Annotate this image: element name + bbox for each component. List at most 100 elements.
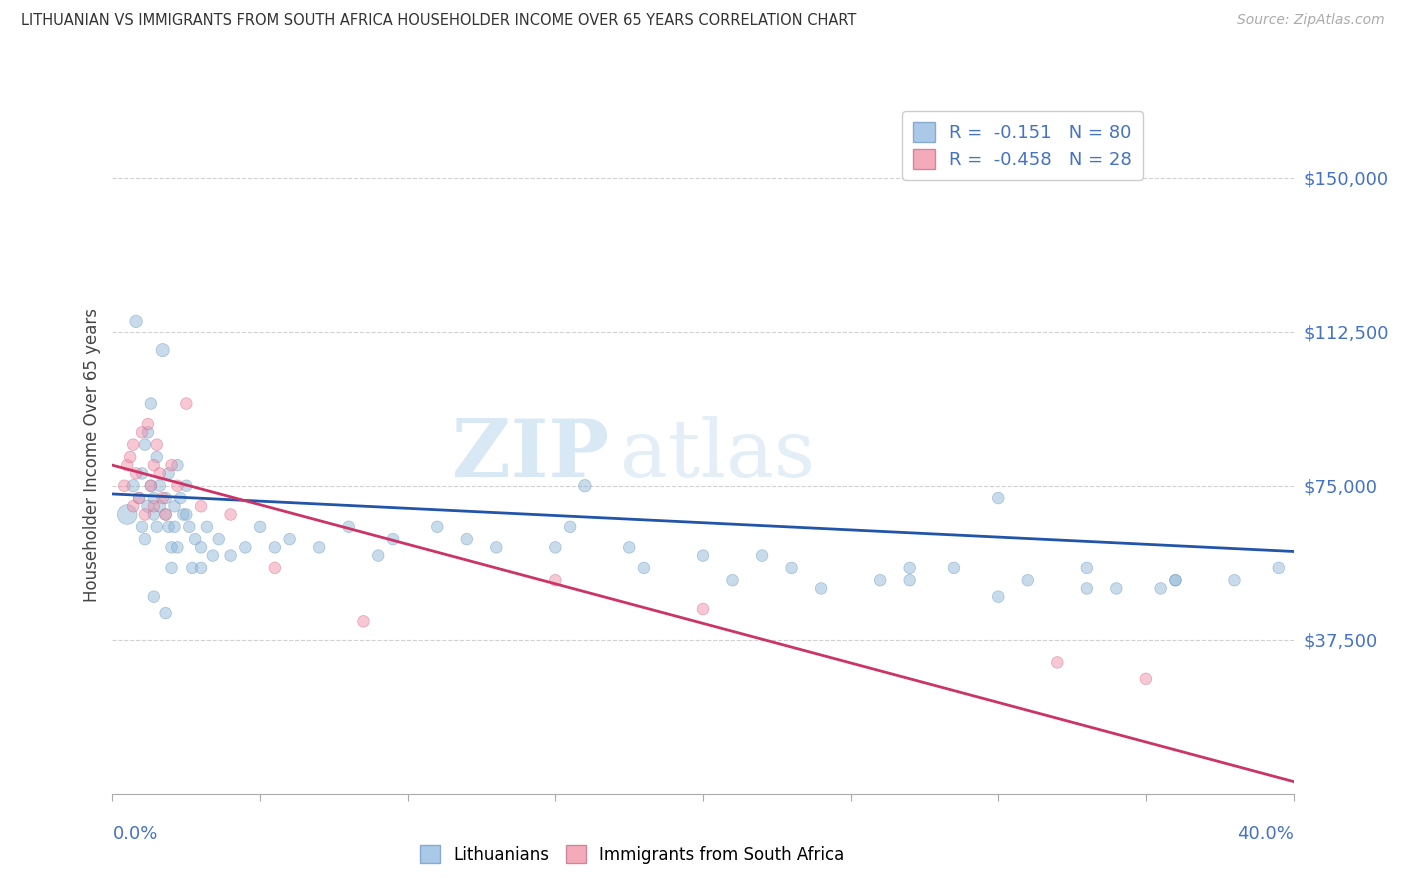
Point <box>160 541 183 555</box>
Point <box>112 479 135 493</box>
Text: Source: ZipAtlas.com: Source: ZipAtlas.com <box>1237 13 1385 28</box>
Point <box>166 541 188 555</box>
Point <box>149 500 172 514</box>
Point <box>152 491 174 505</box>
Point <box>308 541 330 555</box>
Point <box>149 467 172 481</box>
Point <box>337 520 360 534</box>
Point <box>456 532 478 546</box>
Point <box>174 479 197 493</box>
Point <box>1046 656 1069 670</box>
Point <box>131 467 153 481</box>
Point <box>219 549 242 563</box>
Point <box>426 520 449 534</box>
Point <box>987 590 1010 604</box>
Point <box>1076 582 1098 596</box>
Point <box>619 541 641 555</box>
Point <box>278 532 301 546</box>
Point <box>128 491 150 505</box>
Point <box>574 479 596 493</box>
Text: 40.0%: 40.0% <box>1237 825 1294 843</box>
Text: atlas: atlas <box>620 416 815 494</box>
Point <box>166 479 188 493</box>
Point <box>558 520 582 534</box>
Point <box>810 582 832 596</box>
Point <box>157 467 180 481</box>
Point <box>131 520 153 534</box>
Point <box>751 549 773 563</box>
Point <box>1150 582 1173 596</box>
Point <box>1268 561 1291 575</box>
Point <box>134 532 156 546</box>
Point <box>1076 561 1098 575</box>
Point <box>152 343 174 358</box>
Point <box>190 561 212 575</box>
Point <box>1135 672 1157 686</box>
Point <box>544 541 567 555</box>
Point <box>131 425 153 440</box>
Point <box>352 615 374 629</box>
Point <box>122 479 145 493</box>
Point <box>219 508 242 522</box>
Point <box>692 549 714 563</box>
Point <box>142 500 165 514</box>
Point <box>155 508 177 522</box>
Point <box>142 491 165 505</box>
Point <box>987 491 1010 505</box>
Point <box>195 520 218 534</box>
Point <box>120 450 142 464</box>
Point <box>898 561 921 575</box>
Point <box>780 561 803 575</box>
Point <box>125 467 148 481</box>
Point <box>208 532 231 546</box>
Point <box>122 500 145 514</box>
Text: ZIP: ZIP <box>451 416 609 494</box>
Point <box>163 500 186 514</box>
Text: LITHUANIAN VS IMMIGRANTS FROM SOUTH AFRICA HOUSEHOLDER INCOME OVER 65 YEARS CORR: LITHUANIAN VS IMMIGRANTS FROM SOUTH AFRI… <box>21 13 856 29</box>
Point <box>692 602 714 616</box>
Point <box>172 508 194 522</box>
Point <box>942 561 965 575</box>
Point <box>139 396 162 410</box>
Point <box>160 561 183 575</box>
Point <box>122 437 145 451</box>
Y-axis label: Householder Income Over 65 years: Householder Income Over 65 years <box>83 308 101 602</box>
Point <box>169 491 191 505</box>
Point <box>869 573 891 587</box>
Point <box>142 458 165 473</box>
Point <box>201 549 224 563</box>
Point <box>485 541 508 555</box>
Point <box>134 508 156 522</box>
Point <box>1017 573 1039 587</box>
Point <box>190 500 212 514</box>
Point <box>249 520 271 534</box>
Point <box>1164 573 1187 587</box>
Point <box>136 500 159 514</box>
Point <box>142 508 165 522</box>
Point <box>184 532 207 546</box>
Point <box>174 508 197 522</box>
Point <box>721 573 744 587</box>
Point <box>190 541 212 555</box>
Point <box>160 458 183 473</box>
Point <box>128 491 150 505</box>
Point <box>136 425 159 440</box>
Point <box>149 479 172 493</box>
Text: 0.0%: 0.0% <box>112 825 157 843</box>
Point <box>264 561 287 575</box>
Point <box>117 508 138 522</box>
Point <box>174 396 197 410</box>
Point <box>125 314 148 328</box>
Point <box>544 573 567 587</box>
Point <box>898 573 921 587</box>
Point <box>1223 573 1246 587</box>
Point <box>233 541 256 555</box>
Point <box>117 458 138 473</box>
Point <box>136 417 159 431</box>
Point <box>633 561 655 575</box>
Point <box>134 437 156 451</box>
Point <box>157 520 180 534</box>
Point <box>264 541 287 555</box>
Point <box>146 437 169 451</box>
Point <box>163 520 186 534</box>
